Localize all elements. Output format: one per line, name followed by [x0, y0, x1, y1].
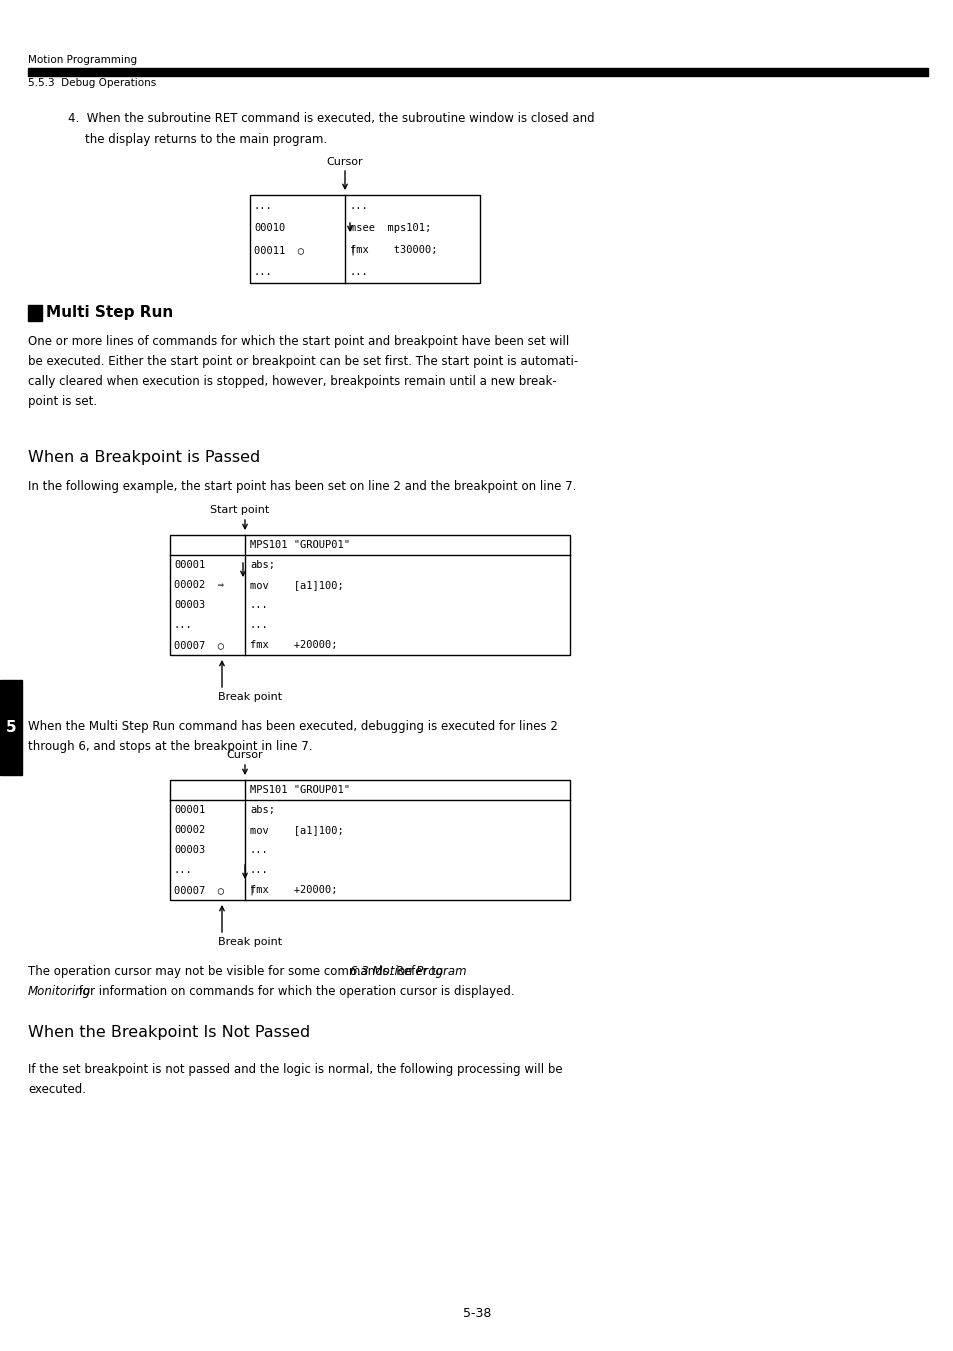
Text: ...: ...: [250, 844, 269, 855]
Text: executed.: executed.: [28, 1084, 86, 1096]
Text: When the Multi Step Run command has been executed, debugging is executed for lin: When the Multi Step Run command has been…: [28, 720, 558, 734]
Text: 5-38: 5-38: [462, 1306, 491, 1320]
Text: ...: ...: [250, 600, 269, 611]
Text: ...: ...: [253, 267, 273, 277]
Text: Monitoring: Monitoring: [28, 985, 91, 998]
Text: Break point: Break point: [218, 692, 282, 703]
Text: ...: ...: [250, 865, 269, 875]
Text: One or more lines of commands for which the start point and breakpoint have been: One or more lines of commands for which …: [28, 335, 569, 349]
Text: MPS101 "GROUP01": MPS101 "GROUP01": [250, 785, 350, 794]
Text: In the following example, the start point has been set on line 2 and the breakpo: In the following example, the start poin…: [28, 480, 576, 493]
Text: point is set.: point is set.: [28, 394, 97, 408]
Text: 00007  ○: 00007 ○: [173, 640, 224, 650]
Bar: [0, 680, 22, 775]
Text: ...: ...: [173, 865, 193, 875]
Text: ...: ...: [350, 201, 369, 211]
Text: mov    [a1]100;: mov [a1]100;: [250, 580, 343, 590]
Text: abs;: abs;: [250, 561, 274, 570]
Text: Cursor: Cursor: [326, 157, 363, 168]
Text: 00001: 00001: [173, 805, 205, 815]
Text: fmx    +20000;: fmx +20000;: [250, 885, 337, 894]
Text: 00010: 00010: [253, 223, 285, 232]
Text: msee  mps101;: msee mps101;: [350, 223, 431, 232]
Bar: [28, 68, 927, 76]
Bar: [170, 780, 569, 900]
Text: When the Breakpoint Is Not Passed: When the Breakpoint Is Not Passed: [28, 1025, 310, 1040]
Text: ...: ...: [253, 201, 273, 211]
Text: 4.  When the subroutine RET command is executed, the subroutine window is closed: 4. When the subroutine RET command is ex…: [68, 112, 594, 126]
Text: 00002: 00002: [173, 825, 205, 835]
Text: Break point: Break point: [218, 938, 282, 947]
Text: 6.3 Motion Program: 6.3 Motion Program: [349, 965, 466, 978]
Text: ...: ...: [250, 620, 269, 630]
Text: Start point: Start point: [210, 505, 269, 515]
Text: through 6, and stops at the breakpoint in line 7.: through 6, and stops at the breakpoint i…: [28, 740, 313, 753]
Text: 00011  ○: 00011 ○: [253, 245, 304, 255]
Text: be executed. Either the start point or breakpoint can be set first. The start po: be executed. Either the start point or b…: [28, 355, 578, 367]
Text: Cursor: Cursor: [227, 750, 263, 761]
Text: 00003: 00003: [173, 600, 205, 611]
Bar: [170, 535, 569, 655]
Text: ...: ...: [350, 267, 369, 277]
Text: 00007  ○: 00007 ○: [173, 885, 224, 894]
Text: 5.5.3  Debug Operations: 5.5.3 Debug Operations: [28, 78, 156, 88]
Text: |: |: [248, 885, 254, 896]
Text: fmx    +20000;: fmx +20000;: [250, 640, 337, 650]
Text: fmx    t30000;: fmx t30000;: [350, 245, 437, 255]
Text: Motion Programming: Motion Programming: [28, 55, 137, 65]
Text: MPS101 "GROUP01": MPS101 "GROUP01": [250, 540, 350, 550]
Bar: [28, 305, 42, 322]
Text: the display returns to the main program.: the display returns to the main program.: [85, 132, 327, 146]
Text: |: |: [349, 245, 355, 255]
Text: 00001: 00001: [173, 561, 205, 570]
Text: cally cleared when execution is stopped, however, breakpoints remain until a new: cally cleared when execution is stopped,…: [28, 376, 557, 388]
Text: mov    [a1]100;: mov [a1]100;: [250, 825, 343, 835]
Text: ...: ...: [173, 620, 193, 630]
Text: If the set breakpoint is not passed and the logic is normal, the following proce: If the set breakpoint is not passed and …: [28, 1063, 562, 1075]
Bar: [250, 195, 479, 282]
Text: 5: 5: [6, 720, 16, 735]
Text: 00002  ⇒: 00002 ⇒: [173, 580, 224, 590]
Text: for information on commands for which the operation cursor is displayed.: for information on commands for which th…: [75, 985, 515, 998]
Text: abs;: abs;: [250, 805, 274, 815]
Text: 00003: 00003: [173, 844, 205, 855]
Text: When a Breakpoint is Passed: When a Breakpoint is Passed: [28, 450, 260, 465]
Text: Multi Step Run: Multi Step Run: [46, 305, 173, 320]
Text: The operation cursor may not be visible for some commands. Refer to: The operation cursor may not be visible …: [28, 965, 446, 978]
